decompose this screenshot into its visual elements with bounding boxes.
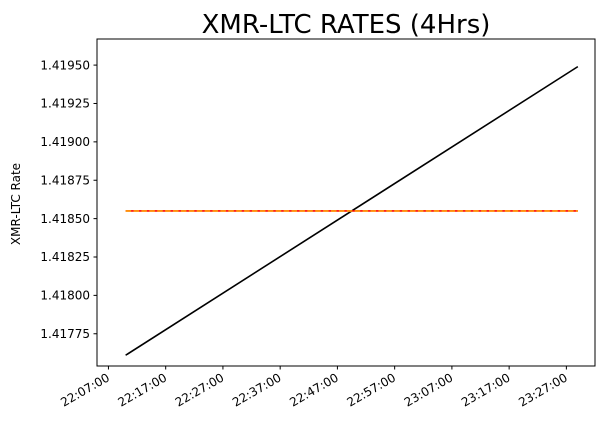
x-tick-label-4: 22:37:00 (230, 370, 284, 409)
y-tick-label-3: 1.41825 (40, 250, 90, 264)
y-tick-label-1: 1.41775 (40, 327, 90, 341)
plot-area: 1.41775 1.41800 1.41825 1.41850 1.41875 1.419… (40, 58, 579, 410)
x-tick-label-9: 23:27:00 (516, 370, 570, 409)
y-tick-label-6: 1.41900 (40, 135, 90, 149)
y-tick-label-4: 1.41850 (40, 212, 90, 226)
y-tick-label-5: 1.41875 (40, 173, 90, 187)
chart-title: XMR-LTC RATES (4Hrs) (202, 10, 491, 40)
y-axis-label: XMR-LTC Rate (9, 163, 23, 245)
y-tick-label-7: 1.41925 (40, 97, 90, 111)
y-tick-label-2: 1.41800 (40, 289, 90, 303)
x-tick-label-6: 22:57:00 (344, 370, 398, 409)
x-tick-label-7: 23:07:00 (402, 370, 456, 409)
plot-frame (96, 38, 596, 367)
y-tick-label-8: 1.41950 (40, 58, 90, 72)
x-tick-label-2: 22:17:00 (116, 370, 170, 409)
x-tick-label-1: 22:07:00 (58, 370, 112, 409)
x-tick-label-3: 22:27:00 (173, 370, 227, 409)
x-tick-label-5: 22:47:00 (287, 370, 341, 409)
x-tick-label-8: 23:17:00 (459, 370, 513, 409)
